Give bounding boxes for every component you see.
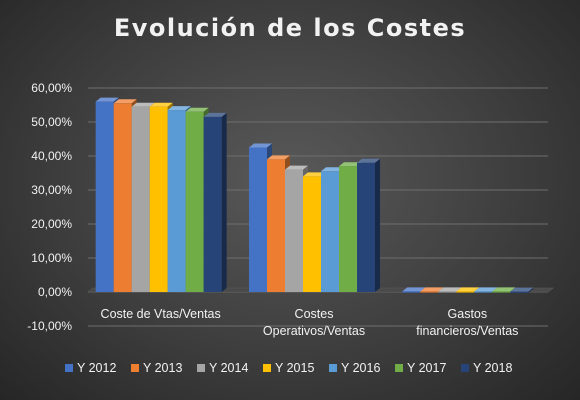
legend-swatch — [395, 364, 403, 372]
legend-label: Y 2013 — [143, 361, 182, 375]
legend-swatch — [263, 364, 271, 372]
bar — [95, 101, 114, 292]
bar-top — [339, 162, 362, 167]
bar — [420, 291, 439, 293]
bar — [456, 291, 475, 293]
legend-label: Y 2014 — [209, 361, 248, 375]
bar-top — [321, 167, 344, 172]
x-category-label-line: Costes — [295, 307, 334, 321]
y-tick-label: 0,00% — [38, 285, 72, 299]
bar-top — [167, 106, 191, 111]
bar-top — [510, 287, 534, 292]
bar-top — [474, 287, 498, 292]
legend-swatch — [329, 364, 337, 372]
bar — [149, 106, 168, 292]
x-category-label-line: Operativos/Ventas — [263, 324, 365, 338]
bar — [113, 103, 132, 292]
x-category-label: Costes Operativos/Ventas — [263, 307, 365, 338]
bar — [357, 162, 375, 292]
bar — [249, 147, 267, 292]
bar — [185, 111, 204, 292]
bar-top — [95, 97, 119, 102]
bar-top — [420, 287, 444, 292]
bar — [267, 159, 285, 292]
y-tick-label: 30,00% — [31, 183, 72, 197]
legend-label: Y 2016 — [341, 361, 380, 375]
legend-swatch — [197, 364, 205, 372]
y-tick-label: 40,00% — [31, 149, 72, 163]
bar-top — [285, 165, 308, 170]
y-tick-label: 20,00% — [31, 217, 72, 231]
bar — [510, 291, 529, 293]
legend-swatch — [131, 364, 139, 372]
bar-top — [203, 112, 227, 117]
y-tick-label: 10,00% — [31, 251, 72, 265]
x-category-label: Coste de Vtas/Ventas — [101, 307, 221, 321]
legend-label: Y 2017 — [407, 361, 446, 375]
legend-swatch — [461, 364, 469, 372]
bar — [303, 176, 321, 292]
bar — [339, 166, 357, 292]
bar-top — [357, 158, 380, 163]
x-category-label-line: Gastos — [448, 307, 488, 321]
x-category-label-line: financieros/Ventas — [416, 324, 518, 338]
legend-label: Y 2018 — [473, 361, 512, 375]
bar-side — [375, 158, 380, 292]
bar-top — [249, 143, 272, 148]
bar — [474, 291, 493, 293]
bar-top — [456, 287, 480, 292]
bar — [402, 291, 421, 293]
bar-top — [113, 99, 137, 104]
x-category-label-line: Coste de Vtas/Ventas — [101, 307, 221, 321]
legend-label: Y 2012 — [77, 361, 116, 375]
bar — [203, 116, 222, 293]
y-tick-label: 60,00% — [31, 81, 72, 95]
bar — [285, 169, 303, 292]
bar — [438, 291, 457, 293]
bar-side — [221, 112, 227, 293]
bar — [321, 171, 339, 292]
bar-top — [303, 172, 326, 177]
bar-top — [267, 155, 290, 160]
bar — [167, 110, 186, 292]
bar-top — [402, 287, 426, 292]
bar-top — [149, 102, 173, 107]
legend-swatch — [65, 364, 73, 372]
bar — [492, 291, 511, 293]
legend-label: Y 2015 — [275, 361, 314, 375]
bar-top — [492, 287, 516, 292]
y-tick-label: 50,00% — [31, 115, 72, 129]
bar-side — [528, 287, 534, 293]
bar-top — [131, 102, 155, 107]
x-category-label: Gastos financieros/Ventas — [416, 307, 518, 338]
bar-top — [185, 107, 209, 112]
bar-top — [438, 287, 462, 292]
chart-title: Evolución de los Costes — [113, 14, 467, 42]
y-tick-label: -10,00% — [27, 319, 72, 333]
bar — [131, 106, 150, 292]
